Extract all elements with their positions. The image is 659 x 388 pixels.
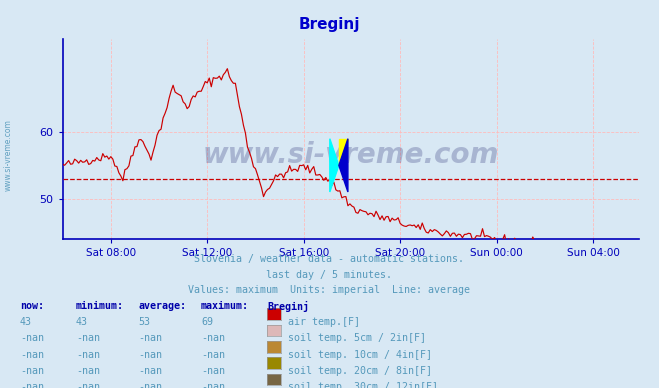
- Text: Breginj: Breginj: [267, 301, 309, 312]
- Text: soil temp. 5cm / 2in[F]: soil temp. 5cm / 2in[F]: [288, 333, 426, 343]
- Text: -nan: -nan: [138, 366, 162, 376]
- Text: -nan: -nan: [201, 333, 225, 343]
- Text: average:: average:: [138, 301, 186, 311]
- Text: -nan: -nan: [76, 333, 100, 343]
- Text: last day / 5 minutes.: last day / 5 minutes.: [266, 270, 393, 280]
- Text: -nan: -nan: [76, 366, 100, 376]
- Polygon shape: [339, 139, 348, 165]
- Text: now:: now:: [20, 301, 43, 311]
- Text: soil temp. 30cm / 12in[F]: soil temp. 30cm / 12in[F]: [288, 382, 438, 388]
- Text: Values: maximum  Units: imperial  Line: average: Values: maximum Units: imperial Line: av…: [188, 285, 471, 295]
- Text: 69: 69: [201, 317, 213, 327]
- Text: 43: 43: [20, 317, 32, 327]
- Polygon shape: [339, 139, 348, 192]
- Text: -nan: -nan: [138, 350, 162, 360]
- Text: -nan: -nan: [138, 382, 162, 388]
- Text: -nan: -nan: [76, 382, 100, 388]
- Text: www.si-vreme.com: www.si-vreme.com: [203, 141, 499, 169]
- Text: 53: 53: [138, 317, 150, 327]
- Text: -nan: -nan: [201, 382, 225, 388]
- Polygon shape: [330, 139, 339, 192]
- Text: soil temp. 10cm / 4in[F]: soil temp. 10cm / 4in[F]: [288, 350, 432, 360]
- Text: 43: 43: [76, 317, 88, 327]
- Text: -nan: -nan: [20, 366, 43, 376]
- Text: -nan: -nan: [201, 350, 225, 360]
- Text: -nan: -nan: [20, 333, 43, 343]
- Text: soil temp. 20cm / 8in[F]: soil temp. 20cm / 8in[F]: [288, 366, 432, 376]
- Text: -nan: -nan: [20, 382, 43, 388]
- Text: -nan: -nan: [20, 350, 43, 360]
- Text: minimum:: minimum:: [76, 301, 124, 311]
- Text: -nan: -nan: [76, 350, 100, 360]
- Text: Slovenia / weather data - automatic stations.: Slovenia / weather data - automatic stat…: [194, 254, 465, 264]
- Text: air temp.[F]: air temp.[F]: [288, 317, 360, 327]
- Text: Breginj: Breginj: [299, 17, 360, 33]
- Text: maximum:: maximum:: [201, 301, 249, 311]
- Text: -nan: -nan: [201, 366, 225, 376]
- Text: www.si-vreme.com: www.si-vreme.com: [4, 119, 13, 191]
- Text: -nan: -nan: [138, 333, 162, 343]
